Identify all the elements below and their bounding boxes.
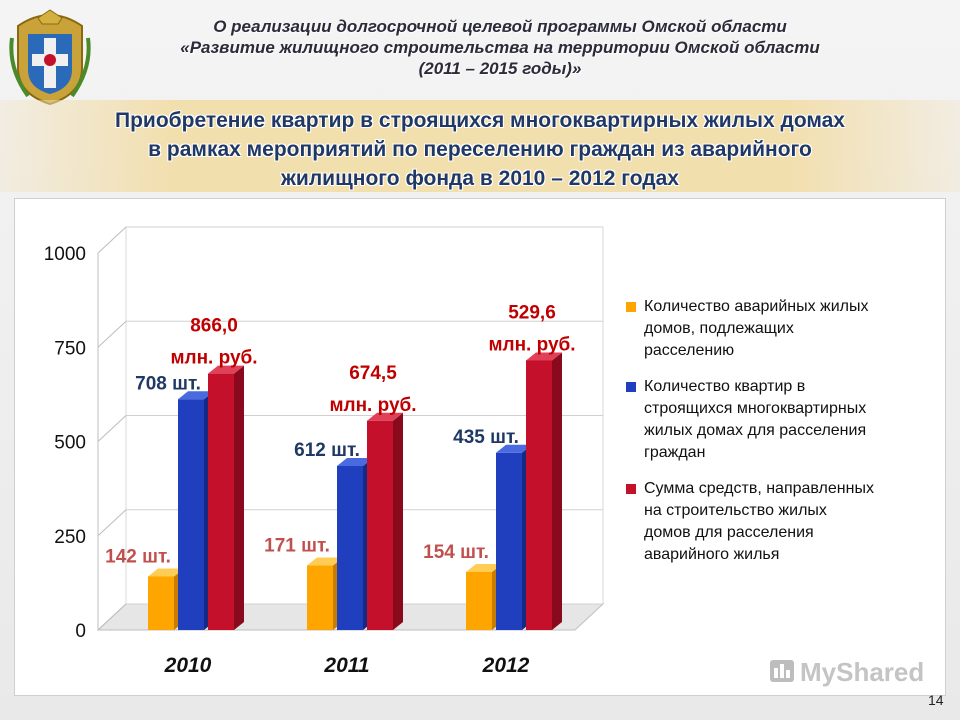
gridline-diagonal: [97, 509, 127, 537]
bar-side: [393, 412, 403, 630]
gridline-diagonal: [97, 226, 127, 254]
bar-top: [466, 563, 502, 572]
bar-top: [208, 365, 244, 374]
legend-item-funds: Сумма средств, направленных на строитель…: [624, 478, 944, 566]
legend-label-line: Количество квартир в: [644, 378, 806, 395]
legend-item-apartments: Количество квартир в строящихся многоква…: [624, 376, 944, 464]
bar-side: [552, 352, 562, 630]
data-label: 612 шт.: [294, 440, 360, 461]
bar-1-2011: [337, 466, 363, 630]
bar-2-2011: [367, 420, 393, 630]
legend-label-line: домов для расселения: [644, 524, 814, 541]
legend-label-line: жилых домах для расселения: [644, 422, 867, 439]
gridline-diagonal: [97, 320, 127, 348]
bar-0-2011: [307, 565, 333, 630]
program-title-line-3: (2011 – 2015 годы)»: [418, 59, 582, 78]
x-tick-label: 2010: [164, 654, 212, 677]
slide-title: Приобретение квартир в строящихся многок…: [40, 106, 920, 193]
y-tick-label: 0: [75, 621, 86, 642]
y-tick-label: 500: [54, 433, 86, 454]
bar-top: [178, 391, 214, 400]
chart-legend: Количество аварийных жилых домов, подлеж…: [624, 296, 944, 580]
legend-swatch-blue: [626, 382, 636, 392]
y-tick-label: 250: [54, 527, 86, 548]
legend-label-line: на строительство жилых: [644, 502, 827, 519]
bar-1-2012: [496, 452, 522, 630]
data-label: 674,5: [349, 363, 397, 384]
bar-2-2012: [526, 360, 552, 630]
data-label: млн. руб.: [329, 395, 416, 416]
bar-2-2010: [208, 373, 234, 630]
data-label: 171 шт.: [264, 536, 330, 557]
legend-label-line: аварийного жилья: [644, 546, 780, 563]
legend-label-line: расселению: [644, 342, 735, 359]
gridline-diagonal: [97, 603, 127, 631]
bar-top: [526, 352, 562, 361]
data-label: 866,0: [190, 316, 238, 337]
data-label: 529,6: [508, 302, 556, 323]
slide-title-line-2: в рамках мероприятий по переселению граж…: [148, 138, 812, 161]
watermark-text: MyShared: [800, 657, 924, 687]
data-label: млн. руб.: [170, 348, 257, 369]
legend-swatch-red: [626, 484, 636, 494]
bar-top: [496, 444, 532, 453]
data-label: 142 шт.: [105, 546, 171, 567]
data-label: 708 шт.: [135, 373, 201, 394]
legend-item-houses: Количество аварийных жилых домов, подлеж…: [624, 296, 944, 362]
x-tick-label: 2012: [482, 654, 530, 677]
data-label: 154 шт.: [423, 542, 489, 563]
watermark-logo: MyShared: [768, 654, 928, 693]
legend-label-line: домов, подлежащих: [644, 320, 794, 337]
program-title: О реализации долгосрочной целевой програ…: [150, 16, 850, 79]
legend-label-line: Количество аварийных жилых: [644, 298, 869, 315]
bar-0-2010: [148, 576, 174, 630]
bar-top: [367, 412, 403, 421]
bar-1-2010: [178, 399, 204, 630]
legend-swatch-orange: [626, 302, 636, 312]
legend-label-line: строящихся многоквартирных: [644, 400, 867, 417]
page-number: 14: [928, 692, 944, 708]
legend-label-line: граждан: [644, 444, 706, 461]
data-label: млн. руб.: [488, 334, 575, 355]
title-band: [0, 100, 960, 192]
legend-label-line: Сумма средств, направленных: [644, 480, 874, 497]
y-tick-label: 1000: [44, 244, 86, 265]
data-label: 435 шт.: [453, 427, 519, 448]
slide-title-line-1: Приобретение квартир в строящихся многок…: [114, 109, 845, 132]
slide-title-line-3: жилищного фонда в 2010 – 2012 годах: [281, 167, 679, 190]
bar-0-2012: [466, 571, 492, 630]
bar-top: [148, 568, 184, 577]
bar-top: [337, 458, 373, 467]
coat-of-arms-logo: [8, 8, 92, 106]
program-title-line-2: «Развитие жилищного строительства на тер…: [180, 38, 820, 57]
gridline-diagonal: [97, 415, 127, 442]
bar-top: [307, 557, 343, 566]
bar-side: [234, 365, 244, 630]
program-title-line-1: О реализации долгосрочной целевой програ…: [213, 17, 787, 36]
x-tick-label: 2011: [323, 654, 369, 677]
y-tick-label: 750: [54, 338, 86, 359]
